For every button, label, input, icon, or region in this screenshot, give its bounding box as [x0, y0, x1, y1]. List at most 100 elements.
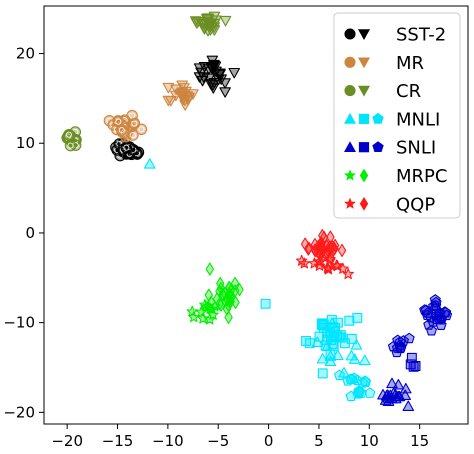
point-snli-pentagon [423, 319, 435, 330]
legend-label: CR [396, 81, 421, 102]
point-snli-triangle-up [400, 382, 412, 394]
point-cr-circle-ring [65, 131, 72, 138]
point-mnli-triangle-up [332, 349, 344, 361]
point-qqp-diamond [337, 243, 347, 257]
point-qqp-star [324, 253, 336, 265]
series-mr [103, 80, 199, 143]
point-qqp-diamond [304, 242, 313, 256]
point-mrpc-star [197, 312, 209, 324]
x-tick-label: 10 [360, 432, 379, 450]
point-mnli-square [352, 312, 363, 323]
point-qqp-star [314, 255, 327, 267]
point-mnli-square [317, 368, 328, 379]
point-mrpc-diamond [230, 276, 240, 290]
x-tick-label: −20 [51, 432, 83, 450]
point-mr-triangle-down [176, 80, 188, 91]
point-mr-circle-ring [106, 117, 113, 124]
point-mr-circle [127, 129, 139, 141]
point-mrpc-diamond [224, 298, 233, 312]
series-cr [61, 11, 232, 152]
legend-label: QQP [396, 194, 435, 215]
point-mrpc-star [186, 305, 199, 317]
point-mr-triangle-down [170, 84, 182, 95]
legend-marker-qqp-diamond [359, 196, 369, 211]
legend-marker-snli-pentagon [372, 141, 384, 153]
legend-marker-mr-circle [344, 56, 356, 68]
point-sst-2-circle-ring [123, 144, 130, 151]
legend-item-cr: CR [344, 81, 421, 102]
point-snli-pentagon [430, 296, 442, 308]
legend-marker-qqp-star [344, 197, 356, 209]
point-sst-2-triangle-down [207, 83, 220, 94]
point-sst-2-circle [120, 141, 133, 154]
point-mr-circle-ring [129, 132, 136, 139]
point-mr-circle-ring [118, 127, 125, 134]
y-tick-label: 20 [16, 45, 35, 63]
legend: SST-2 MR CR MNLI SNLI MRPC QQP [333, 12, 461, 219]
legend-marker-mnli-pentagon [372, 112, 384, 124]
legend-item-mrpc: MRPC [344, 166, 447, 187]
point-mrpc-star [209, 300, 221, 312]
point-mrpc-diamond [215, 284, 224, 298]
point-mrpc-diamond [204, 288, 214, 302]
point-sst-2-triangle-down [206, 62, 218, 74]
point-snli-pentagon [428, 300, 440, 311]
legend-marker-mr-triangle-down [358, 57, 370, 69]
legend-item-snli: SNLI [344, 138, 436, 159]
point-mr-circle [135, 123, 148, 136]
point-mnli-square [260, 298, 271, 309]
point-snli-triangle-up [389, 392, 402, 404]
point-snli-triangle-up [386, 377, 398, 389]
legend-marker-snli-triangle-up [344, 141, 356, 152]
point-cr-triangle-down [208, 11, 221, 23]
point-mrpc-diamond [235, 283, 244, 297]
legend-marker-cr-triangle-down [358, 85, 370, 97]
point-qqp-star [322, 262, 334, 274]
point-mnli-triangle-up [321, 340, 333, 352]
y-tick-label: 10 [16, 134, 35, 152]
point-mr-circle-ring [115, 118, 122, 125]
point-snli-triangle-up [399, 389, 411, 400]
point-sst-2-triangle-down [193, 72, 206, 83]
point-snli-pentagon [426, 324, 437, 336]
point-mr-triangle-down [170, 90, 182, 102]
legend-marker-cr-circle [344, 85, 356, 97]
points-layer [61, 11, 453, 411]
point-mnli-triangle-up [359, 354, 371, 366]
legend-marker-mnli-triangle-up [344, 112, 356, 124]
point-mrpc-diamond [205, 262, 215, 276]
y-tick-label: 0 [25, 224, 35, 242]
legend-marker-snli-square [358, 142, 370, 153]
y-tick-label: −20 [3, 403, 35, 421]
point-sst-2-triangle-down [198, 62, 211, 73]
point-mnli-triangle-up [326, 317, 338, 329]
point-mr-triangle-down [165, 95, 177, 107]
x-tick-label: −10 [152, 432, 184, 450]
point-cr-circle [63, 128, 75, 141]
point-cr-triangle-down [202, 18, 215, 30]
point-snli-pentagon [421, 309, 433, 321]
legend-marker-mrpc-star [344, 169, 356, 181]
point-mr-circle-ring [121, 117, 128, 124]
point-mnli-triangle-up [350, 339, 363, 350]
y-tick-label: −10 [3, 314, 35, 332]
series-sst-2 [110, 55, 240, 162]
point-cr-circle-ring [67, 142, 74, 149]
legend-marker-sst-2-circle [344, 28, 356, 40]
legend-marker-sst-2-triangle-down [358, 29, 370, 40]
point-qqp-star [295, 254, 308, 266]
point-sst-2-circle-ring [114, 146, 121, 153]
legend-label: SST-2 [396, 25, 446, 46]
point-cr-triangle-down [208, 25, 221, 36]
ticks-layer: −20 −15 −10 −5 0 5 10 15 −20 −10 0 10 20 [3, 45, 429, 450]
point-mrpc-diamond [226, 283, 236, 297]
point-qqp-diamond [329, 243, 338, 257]
point-mr-circle [116, 124, 128, 136]
point-sst-2-triangle-down [208, 77, 221, 89]
point-mnli-pentagon [359, 375, 371, 386]
x-tick-label: 15 [410, 432, 429, 450]
point-mr-circle-ring [129, 112, 136, 119]
series-mrpc [186, 262, 244, 325]
point-mnli-triangle-up [311, 336, 324, 347]
